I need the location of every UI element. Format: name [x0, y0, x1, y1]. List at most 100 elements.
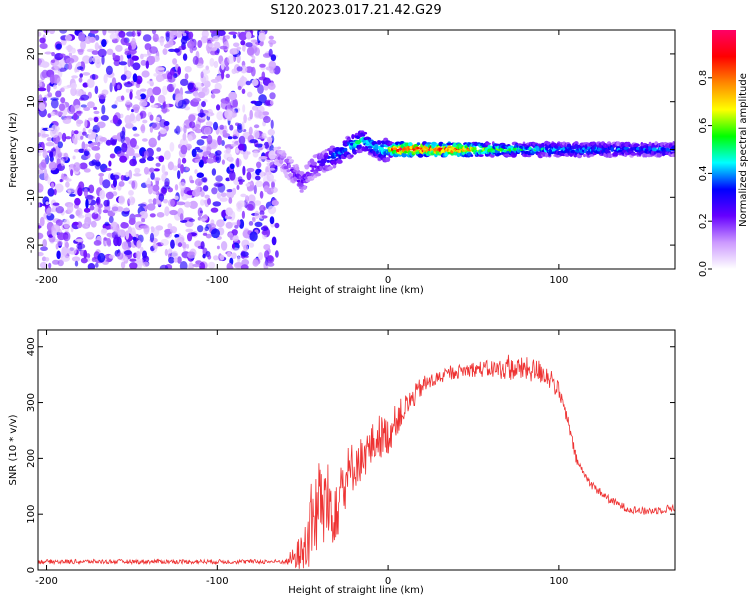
heatmap-noise-cell	[208, 43, 215, 48]
heatmap-noise-cell	[69, 193, 76, 197]
heatmap-noise-cell	[124, 114, 132, 125]
heatmap-noise-cell	[226, 262, 233, 269]
heatmap-noise-cell	[229, 222, 239, 226]
heatmap-signal-cell	[373, 145, 380, 150]
heatmap-noise-cell	[38, 202, 41, 208]
heatmap-noise-cell	[157, 135, 161, 141]
heatmap-noise-cell	[98, 45, 102, 50]
heatmap-noise-cell	[82, 55, 91, 64]
heatmap-noise-cell	[152, 33, 159, 43]
heatmap-noise-cell	[180, 78, 189, 86]
heatmap-noise-cell	[106, 238, 111, 246]
heatmap-noise-cell	[140, 225, 149, 229]
heatmap-noise-cell	[101, 55, 105, 65]
heatmap-noise-cell	[236, 185, 240, 190]
heatmap-noise-cell	[113, 178, 117, 188]
heatmap-noise-cell	[91, 50, 99, 55]
heatmap-noise-cell	[246, 167, 255, 173]
heatmap-noise-cell	[47, 188, 55, 197]
heatmap-noise-cell	[51, 52, 55, 57]
heatmap-noise-cell	[263, 244, 271, 251]
heatmap-noise-cell	[127, 57, 132, 68]
heatmap-noise-cell	[262, 144, 266, 149]
heatmap-noise-cell	[142, 261, 149, 268]
heatmap-noise-cell	[172, 83, 177, 88]
heatmap-noise-cell	[236, 200, 246, 208]
heatmap-noise-cell	[151, 122, 161, 130]
colorbar-tick-label: 0.6	[698, 118, 709, 134]
heatmap-noise-cell	[40, 246, 48, 251]
heatmap-noise-cell	[102, 30, 107, 36]
heatmap-noise-cell	[99, 175, 104, 186]
heatmap-noise-cell	[120, 74, 127, 81]
heatmap-noise-cell	[197, 207, 203, 217]
heatmap-signal-cell	[376, 150, 379, 155]
heatmap-noise-cell	[254, 210, 260, 219]
heatmap-noise-cell	[99, 137, 107, 142]
heatmap-noise-cell	[118, 61, 128, 66]
heatmap-noise-cell	[267, 82, 276, 90]
heatmap-noise-cell	[105, 65, 113, 76]
heatmap-signal-cell	[633, 143, 640, 147]
heatmap-noise-cell	[106, 232, 113, 237]
heatmap-noise-cell	[200, 191, 205, 197]
heatmap-noise-cell	[267, 262, 275, 267]
heatmap-noise-cell	[266, 136, 273, 143]
colorbar-tick-label: 0.8	[698, 70, 709, 86]
heatmap-noise-cell	[60, 97, 66, 104]
heatmap-noise-cell	[121, 142, 128, 153]
heatmap-noise-cell	[252, 259, 259, 267]
heatmap-noise-cell	[74, 104, 81, 112]
heatmap-noise-cell	[135, 250, 141, 260]
heatmap-noise-cell	[225, 35, 231, 40]
heatmap-noise-cell	[95, 198, 100, 204]
heatmap-noise-cell	[173, 48, 180, 53]
heatmap-signal-cell	[327, 156, 331, 159]
heatmap-noise-cell	[246, 171, 252, 181]
heatmap-noise-cell	[50, 182, 55, 189]
colorbar-tick-label: 0.0	[698, 261, 709, 277]
heatmap-noise-cell	[211, 228, 220, 239]
heatmap-noise-cell	[100, 115, 109, 121]
heatmap-noise-cell	[120, 222, 129, 229]
heatmap-noise-cell	[197, 40, 203, 48]
heatmap-noise-cell	[45, 142, 55, 147]
heatmap-noise-cell	[238, 135, 246, 145]
heatmap-noise-cell	[251, 78, 259, 87]
heatmap-noise-cell	[152, 198, 157, 205]
heatmap-noise-cell	[252, 216, 256, 221]
heatmap-noise-cell	[158, 155, 165, 163]
heatmap-noise-cell	[225, 177, 231, 182]
heatmap-noise-cell	[149, 114, 154, 121]
heatmap-noise-cell	[71, 75, 78, 79]
heatmap-noise-cell	[270, 187, 278, 193]
heatmap-noise-cell	[185, 228, 194, 233]
heatmap-noise-cell	[54, 111, 64, 116]
heatmap-noise-cell	[236, 46, 242, 50]
heatmap-noise-cell	[67, 203, 74, 214]
heatmap-noise-cell	[213, 121, 218, 131]
heatmap-noise-cell	[94, 34, 100, 41]
heatmap-noise-cell	[90, 220, 97, 228]
colorbar-label: Normalized spectral amplitude	[738, 73, 749, 227]
heatmap-noise-cell	[90, 30, 99, 34]
heatmap-noise-cell	[139, 100, 148, 107]
heatmap-noise-cell	[94, 152, 101, 160]
heatmap-noise-cell	[98, 93, 107, 100]
heatmap-noise-cell	[150, 56, 156, 64]
heatmap-signal-cell	[287, 164, 291, 169]
heatmap-noise-cell	[188, 31, 194, 39]
heatmap-noise-cell	[232, 136, 239, 140]
heatmap-noise-cell	[185, 167, 189, 171]
heatmap-noise-cell	[143, 150, 149, 159]
heatmap-noise-cell	[95, 262, 99, 268]
heatmap-noise-cell	[237, 255, 241, 263]
heatmap-noise-cell	[256, 161, 262, 169]
heatmap-signal-cell	[303, 185, 307, 191]
colorbar-tick-label: 0.4	[698, 165, 709, 181]
heatmap-noise-cell	[91, 73, 96, 81]
heatmap-noise-cell	[61, 255, 70, 262]
heatmap-noise-cell	[182, 132, 187, 141]
heatmap-noise-cell	[57, 141, 63, 149]
